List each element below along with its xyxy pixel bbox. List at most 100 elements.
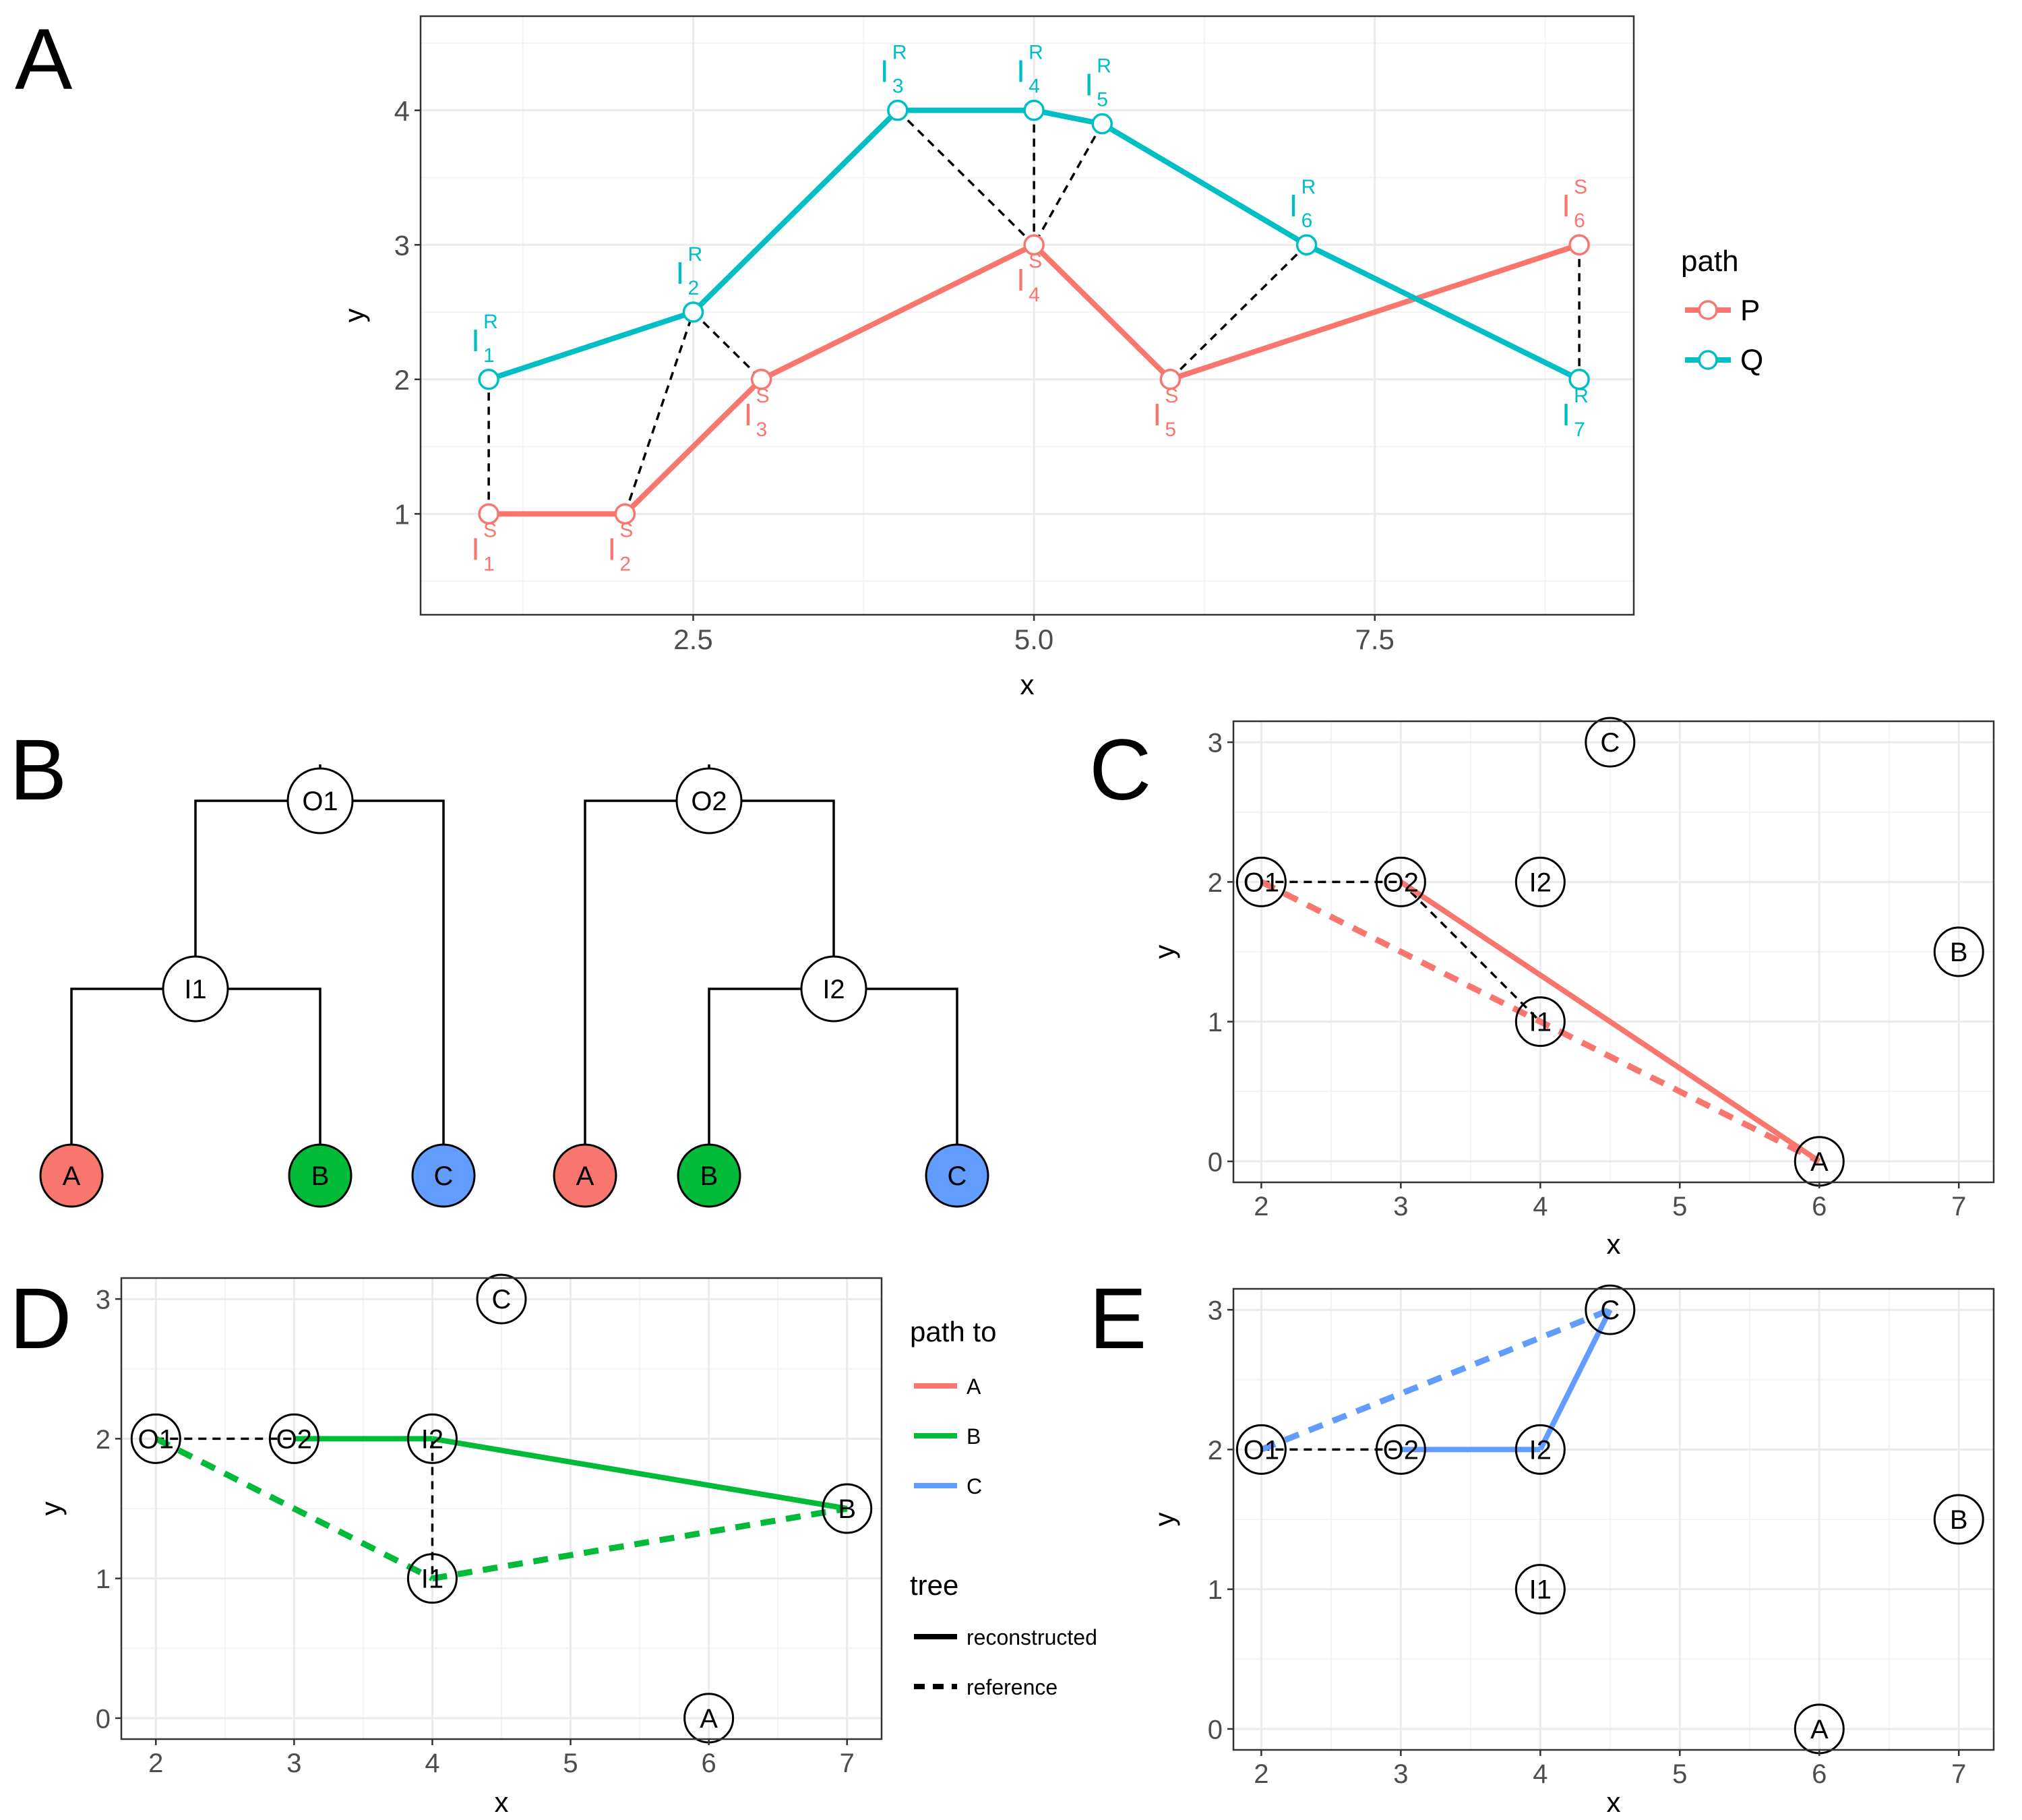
y-tick-label: 3 [1208,728,1223,758]
x-tick-label: 7 [840,1749,855,1778]
y-tick-label: 3 [1208,1296,1223,1325]
nodes: O1 O2 I2 I1 C B A [130,1273,873,1744]
y-tick-label: 0 [1208,1715,1223,1745]
tree-node-label: O2 [691,787,727,816]
x-tick-label: 5 [563,1749,578,1778]
legend-key-point [1698,300,1718,320]
point-P [1023,234,1045,255]
x-tick-label: 6 [1812,1192,1827,1221]
node-circle [406,1553,458,1604]
tree-leaf [288,1143,353,1208]
point-label-sup: R [687,243,702,266]
node-label: O2 [1383,868,1419,897]
nodes: O1 O2 I2 I1 C B A [1235,717,1984,1187]
axes: 2 3 4 5 6 7 0 1 2 3 [1208,1296,1967,1789]
point-label-sup: S [1574,176,1587,198]
point-label: I [1562,188,1570,223]
path-segment [1400,881,1541,1023]
point-label-sub: 3 [892,75,904,98]
node-circle [822,1483,873,1534]
path-segment [154,1436,434,1581]
tree-edge [320,799,445,1176]
x-tick-label: 7.5 [1355,624,1395,655]
node-circle [130,1413,181,1464]
node-label: A [1810,1147,1829,1177]
panel-letter-c: C [1089,722,1151,818]
point-P [614,503,636,525]
legend-title: tree [910,1569,958,1601]
node-label: B [1950,1505,1968,1535]
point-label: I [471,531,480,566]
x-tick-label: 4 [1533,1759,1548,1789]
node-label: I2 [421,1424,443,1454]
tree-leaf-label: C [434,1161,454,1191]
point-Q [887,99,909,121]
tree-leaf-label: B [311,1161,330,1191]
node-label: C [492,1285,512,1314]
match-line [692,311,762,381]
node-circle [1585,1284,1636,1335]
point-label: I [607,531,616,566]
panel-letter-b: B [9,722,67,818]
grid [1233,1289,1994,1750]
point-label-sup: R [1097,55,1111,78]
tree-edge [584,799,709,1176]
tree-reconstructed: O1 I1 A B C [39,764,476,1208]
point-P [478,503,499,525]
node-label: O2 [276,1424,312,1454]
point-label: I [1562,397,1570,432]
point-Q [682,301,704,323]
point-P [1568,234,1590,255]
point-label: I [1016,54,1025,89]
point-label-sub: 6 [1301,210,1313,232]
tree-reference: O2 I2 A B C [553,764,989,1208]
point-label-sup: S [1165,385,1178,407]
x-tick-label: 3 [1393,1759,1408,1789]
tree-edge [194,799,320,989]
y-axis-label: y [35,1502,67,1516]
node-label: I2 [1529,868,1552,897]
tree-leaf-label: C [948,1161,967,1191]
axes: 2 3 4 5 6 7 0 1 2 3 [1208,728,1967,1221]
node-label: I1 [1529,1575,1552,1605]
segments [1260,1306,1613,1453]
node-label: C [1600,1296,1620,1325]
tree-edge [834,988,958,1176]
node-circle [1514,856,1566,907]
node-label: C [1600,728,1620,758]
tree-leaf [411,1143,476,1208]
x-axis-label: x [1607,1786,1621,1818]
y-tick-label: 1 [1208,1008,1223,1037]
node-label: O1 [1244,868,1279,897]
node-circle [1235,1424,1287,1475]
point-label: I [1153,397,1161,432]
y-axis-label: y [1148,945,1180,959]
tree-node-label: I2 [822,975,845,1004]
match-line [1169,243,1308,381]
point-label-sub: 1 [483,553,495,575]
point-label-sub: 2 [619,553,631,575]
node-circle [1933,1494,1984,1545]
point-Q [1568,369,1590,390]
tree-leaf-label: A [63,1161,81,1191]
point-Q [1023,99,1045,121]
node-label: O1 [1244,1435,1279,1465]
path-segment [431,1505,848,1582]
plot-frame [120,1277,883,1740]
node-label: A [1810,1715,1829,1745]
path-segment [1399,880,1821,1164]
panel-b-trees: O1 I1 A B C O2 I2 A B C [39,764,989,1208]
node-circle [1514,996,1566,1048]
y-tick-label: 0 [1208,1147,1223,1177]
point-Q [1091,113,1113,135]
y-tick-label: 4 [394,95,410,127]
point-label-sub: 4 [1029,284,1040,306]
x-tick-label: 2 [1254,1192,1268,1221]
tree-edge [70,988,195,1176]
tree-node-label: O1 [302,787,338,816]
y-tick-label: 1 [1208,1575,1223,1605]
point-label-sub: 3 [756,419,768,441]
tree-leaf [925,1143,989,1208]
point-label-sub: 4 [1029,75,1040,98]
